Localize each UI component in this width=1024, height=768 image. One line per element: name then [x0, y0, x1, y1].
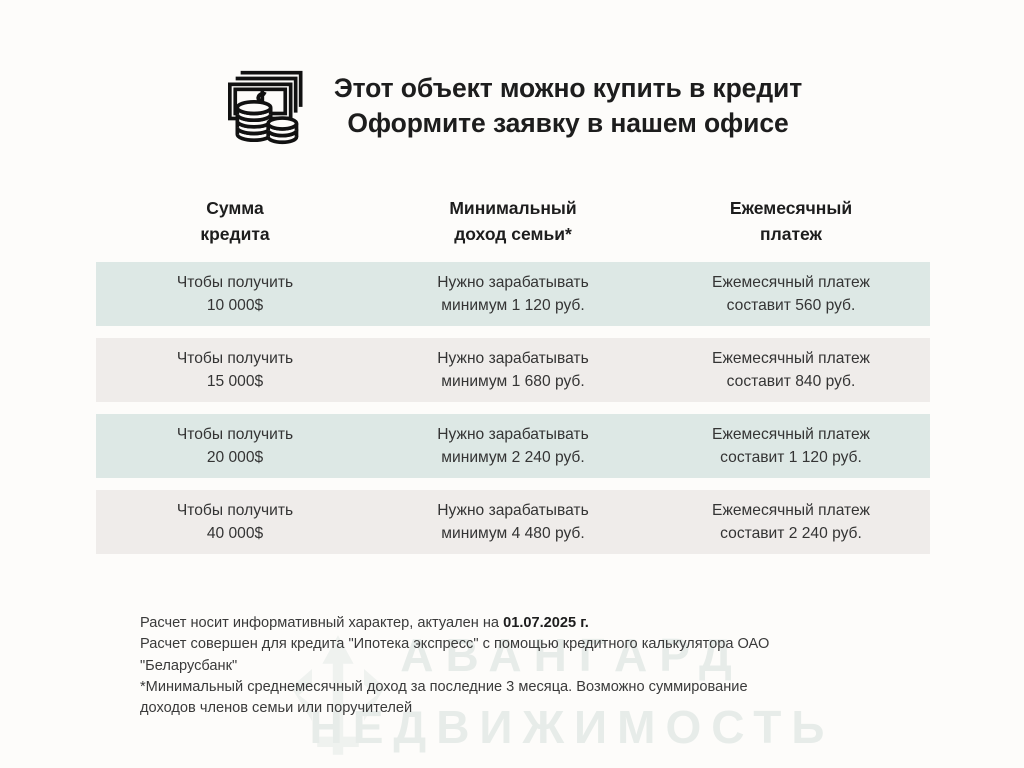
footnote-line-4: *Минимальный среднемесячный доход за пос… — [140, 678, 748, 695]
cell-loan-amount: Чтобы получить 40 000$ — [96, 499, 374, 545]
cell-line-2: составит 2 240 руб. — [720, 525, 862, 542]
title-line-2: Оформите заявку в нашем офисе — [347, 108, 789, 138]
column-header-loan-amount: Сумма кредита — [96, 196, 374, 258]
cell-line-1: Чтобы получить — [176, 502, 294, 519]
cell-monthly-payment: Ежемесячный платеж составит 2 240 руб. — [652, 499, 930, 545]
table-header-row: Сумма кредита Минимальный доход семьи* Е… — [96, 196, 930, 258]
footnote-line-1-text: Расчет носит информативный характер, акт… — [140, 615, 504, 631]
column-header-line-2: доход семьи* — [454, 223, 572, 244]
cell-line-1: Нужно зарабатывать — [437, 426, 589, 443]
cell-line-2: минимум 2 240 руб. — [441, 449, 585, 466]
footnote-line-2: Расчет совершен для кредита "Ипотека экс… — [140, 636, 770, 653]
cell-line-1: Чтобы получить — [176, 274, 294, 291]
footnote: Расчет носит информативный характер, акт… — [140, 613, 930, 719]
header: Этот объект можно купить в кредит Оформи… — [0, 66, 1024, 146]
cell-line-2: 15 000$ — [206, 373, 264, 390]
cell-line-1: Ежемесячный платеж — [712, 350, 870, 367]
cell-line-1: Нужно зарабатывать — [437, 350, 589, 367]
cell-minimum-income: Нужно зарабатывать минимум 4 480 руб. — [374, 499, 652, 545]
title-line-1: Этот объект можно купить в кредит — [333, 73, 803, 103]
cell-line-2: минимум 1 680 руб. — [441, 373, 585, 390]
cell-line-1: Ежемесячный платеж — [712, 426, 870, 443]
footnote-line-3: "Беларусбанк" — [140, 657, 238, 674]
cell-line-2: составит 840 руб. — [726, 373, 856, 390]
column-header-line-1: Ежемесячный — [729, 198, 853, 218]
cell-minimum-income: Нужно зарабатывать минимум 1 120 руб. — [374, 271, 652, 317]
cell-line-2: 10 000$ — [206, 297, 264, 314]
cell-line-2: составит 1 120 руб. — [720, 449, 862, 466]
credit-table: Сумма кредита Минимальный доход семьи* Е… — [96, 196, 930, 566]
cell-loan-amount: Чтобы получить 15 000$ — [96, 347, 374, 393]
cell-line-2: 40 000$ — [206, 525, 264, 542]
cell-line-1: Чтобы получить — [176, 350, 294, 367]
money-banknotes-coins-icon — [227, 70, 303, 145]
column-header-monthly-payment: Ежемесячный платеж — [652, 196, 930, 258]
cell-monthly-payment: Ежемесячный платеж составит 1 120 руб. — [652, 423, 930, 469]
cell-minimum-income: Нужно зарабатывать минимум 2 240 руб. — [374, 423, 652, 469]
footnote-line-5: доходов членов семьи или поручителей — [140, 700, 413, 717]
cell-line-1: Нужно зарабатывать — [437, 274, 589, 291]
footnote-line-1: Расчет носит информативный характер, акт… — [140, 613, 930, 634]
column-header-line-2: платеж — [760, 223, 822, 244]
cell-monthly-payment: Ежемесячный платеж составит 840 руб. — [652, 347, 930, 393]
cell-minimum-income: Нужно зарабатывать минимум 1 680 руб. — [374, 347, 652, 393]
table-row: Чтобы получить 20 000$ Нужно зарабатыват… — [96, 414, 930, 478]
table-row: Чтобы получить 10 000$ Нужно зарабатыват… — [96, 262, 930, 326]
table-row: Чтобы получить 40 000$ Нужно зарабатыват… — [96, 490, 930, 554]
cell-line-1: Чтобы получить — [176, 426, 294, 443]
cell-line-1: Ежемесячный платеж — [712, 274, 870, 291]
column-header-line-2: кредита — [200, 223, 270, 244]
cell-line-2: минимум 1 120 руб. — [441, 297, 585, 314]
column-header-line-1: Минимальный — [449, 198, 577, 218]
cell-loan-amount: Чтобы получить 10 000$ — [96, 271, 374, 317]
cell-line-2: минимум 4 480 руб. — [441, 525, 585, 542]
column-header-minimum-income: Минимальный доход семьи* — [374, 196, 652, 258]
table-row: Чтобы получить 15 000$ Нужно зарабатыват… — [96, 338, 930, 402]
cell-monthly-payment: Ежемесячный платеж составит 560 руб. — [652, 271, 930, 317]
cell-line-1: Нужно зарабатывать — [437, 502, 589, 519]
cell-loan-amount: Чтобы получить 20 000$ — [96, 423, 374, 469]
cell-line-2: 20 000$ — [206, 449, 264, 466]
footnote-date: 01.07.2025 г. — [503, 615, 589, 631]
cell-line-1: Ежемесячный платеж — [712, 502, 870, 519]
column-header-line-1: Сумма — [206, 198, 264, 218]
cell-line-2: составит 560 руб. — [726, 297, 856, 314]
page-title: Этот объект можно купить в кредит Оформи… — [334, 71, 802, 141]
